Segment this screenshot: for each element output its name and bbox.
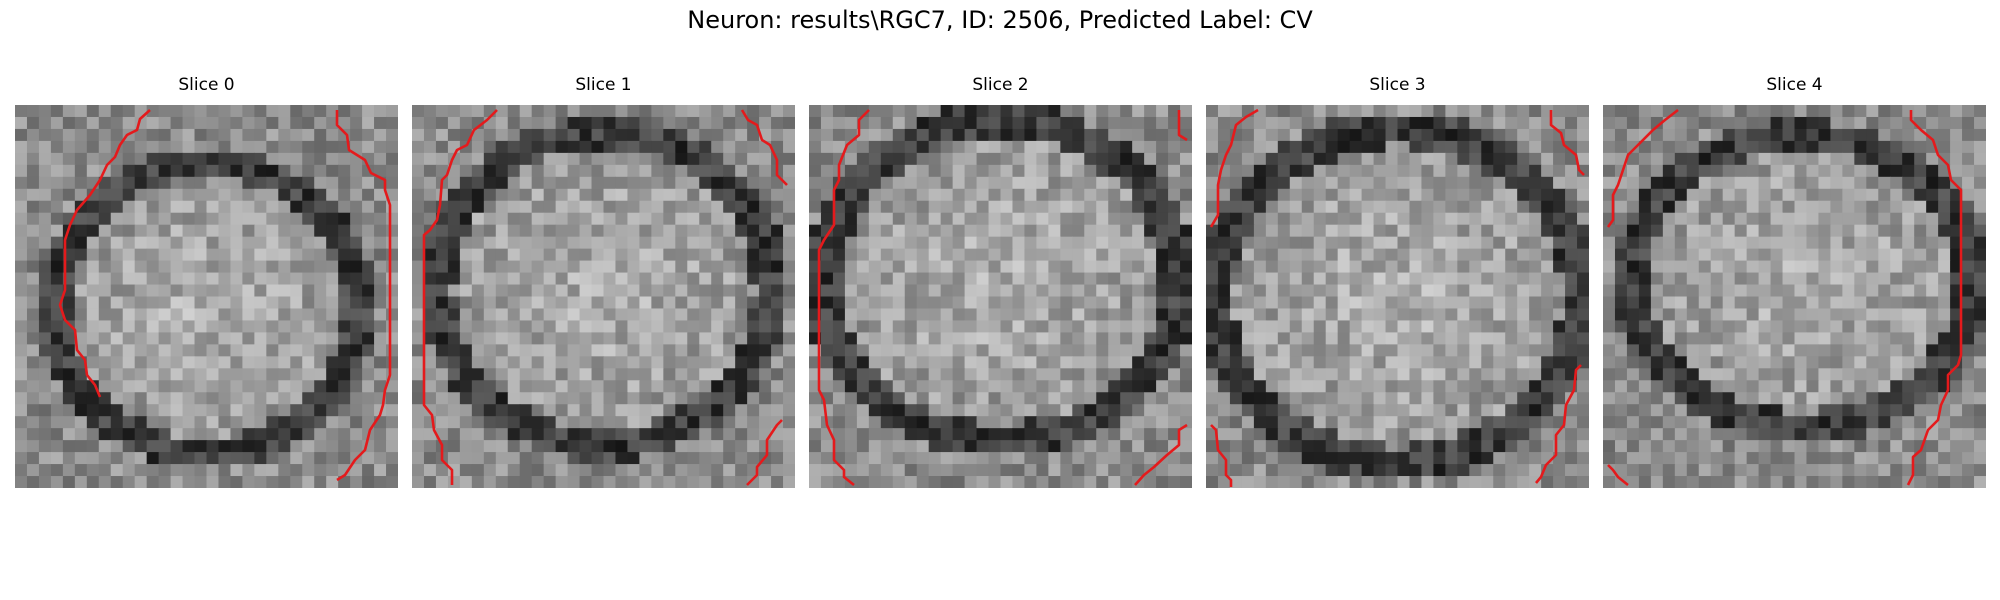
slice-panel-4: Slice 4 xyxy=(1603,75,1986,488)
slice-panel-0: Slice 0 xyxy=(15,75,398,488)
contour-line-1-0 xyxy=(422,109,498,485)
slice-title-2: Slice 2 xyxy=(972,75,1029,95)
contour-line-3-1 xyxy=(1549,110,1585,176)
contour-line-2-0 xyxy=(817,109,870,487)
contour-line-4-1 xyxy=(1906,110,1963,486)
slice-title-3: Slice 3 xyxy=(1369,75,1426,95)
contour-line-3-0 xyxy=(1209,108,1259,228)
slice-image-2 xyxy=(809,105,1192,488)
slice-image-1 xyxy=(412,105,795,488)
slice-title-4: Slice 4 xyxy=(1766,75,1823,95)
slice-panel-1: Slice 1 xyxy=(412,75,795,488)
contour-line-0-1 xyxy=(335,110,392,482)
contour-line-4-2 xyxy=(1607,464,1629,487)
contour-line-2-2 xyxy=(1134,423,1188,486)
slice-title-0: Slice 0 xyxy=(178,75,235,95)
slice-panel-2: Slice 2 xyxy=(809,75,1192,488)
contour-line-1-2 xyxy=(746,419,783,486)
contour-line-3-3 xyxy=(1210,424,1233,487)
contour-line-0-0 xyxy=(58,109,151,398)
figure-title: Neuron: results\RGC7, ID: 2506, Predicte… xyxy=(687,6,1313,34)
slice-image-0 xyxy=(15,105,398,488)
slice-image-4 xyxy=(1603,105,1986,488)
slice-title-1: Slice 1 xyxy=(575,75,632,95)
contour-line-3-2 xyxy=(1535,364,1582,484)
contour-line-1-1 xyxy=(740,109,788,186)
slice-image-3 xyxy=(1206,105,1589,488)
slice-panel-3: Slice 3 xyxy=(1206,75,1589,488)
contour-line-4-0 xyxy=(1606,108,1679,228)
contour-line-2-1 xyxy=(1177,110,1188,142)
